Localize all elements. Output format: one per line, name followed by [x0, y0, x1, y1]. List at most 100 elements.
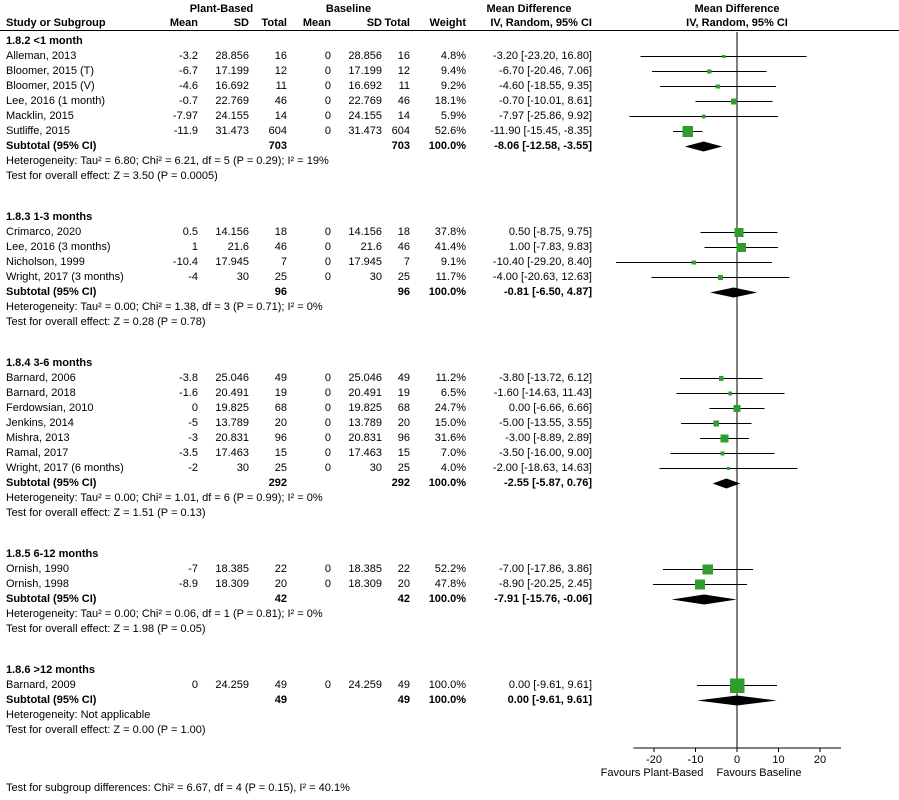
baseline-sd: 18.385 — [348, 563, 382, 575]
baseline-mean: 0 — [324, 50, 331, 62]
plant-sd: 22.769 — [215, 95, 249, 107]
plant-mean: -3.8 — [179, 372, 198, 384]
plant-sd: 20.831 — [215, 432, 249, 444]
baseline-sd: 22.769 — [348, 95, 382, 107]
baseline-total: 7 — [403, 256, 410, 268]
weight: 100.0% — [428, 286, 466, 298]
ci-text: -1.60 [-14.63, 11.43] — [493, 387, 592, 399]
baseline-total: 46 — [397, 241, 410, 253]
plant-total: 11 — [275, 80, 287, 92]
plant-sd — [198, 285, 249, 300]
study-row: Bloomer, 2015 (V) -4.6 16.692 11 0 16.692 11 9.… — [6, 79, 592, 94]
column-header-row: Study or Subgroup Mean SD Total Mean SD … — [6, 16, 592, 31]
baseline-total: 15 — [397, 447, 410, 459]
study-row: Lee, 2016 (1 month) -0.7 22.769 46 0 22.769 46… — [6, 94, 592, 109]
study-row: Barnard, 2009 0 24.259 49 0 24.259 49 100.0% 0.0… — [6, 678, 592, 693]
plant-mean: -2 — [188, 462, 198, 474]
plant-sd: 20.491 — [215, 387, 249, 399]
baseline-sd — [331, 285, 382, 300]
baseline-total: 96 — [397, 432, 410, 444]
weight: 31.6% — [434, 432, 466, 444]
baseline-sd: 19.825 — [348, 402, 382, 414]
study-name: Barnard, 2006 — [6, 372, 76, 384]
weight: 4.0% — [440, 462, 466, 474]
subtotal-row: Subtotal (95% CI) 703 703 100.0% -8.06 [-12.… — [6, 139, 592, 154]
col-header-baseline-total: Total — [384, 17, 410, 29]
baseline-total: 11 — [398, 80, 410, 92]
baseline-total: 604 — [391, 125, 410, 137]
baseline-mean: 0 — [324, 447, 331, 459]
study-name: Lee, 2016 (1 month) — [6, 95, 106, 107]
mean-difference-text-header: Mean Difference — [486, 3, 572, 15]
study-name: Jenkins, 2014 — [6, 417, 74, 429]
plant-mean: -0.7 — [179, 95, 198, 107]
study-name: Alleman, 2013 — [6, 50, 77, 62]
plant-mean: -3.5 — [179, 447, 198, 459]
plant-sd: 24.259 — [215, 679, 249, 691]
study-name: Nicholson, 1999 — [6, 256, 85, 268]
ci-text: 1.00 [-7.83, 9.83] — [508, 241, 592, 253]
baseline-total: 96 — [397, 286, 410, 298]
plant-sd: 18.309 — [215, 578, 249, 590]
study-row: Jenkins, 2014 -5 13.789 20 0 13.789 20 15.0% -5.… — [6, 416, 592, 431]
subgroup-difference-note: Test for subgroup differences: Chi² = 6.… — [6, 782, 350, 794]
baseline-total: 22 — [397, 563, 410, 575]
plant-mean: 0 — [191, 679, 198, 691]
group-header-baseline: Baseline — [325, 3, 372, 15]
ci-text: -2.00 [-18.63, 14.63] — [492, 462, 592, 474]
plant-total: 7 — [280, 256, 287, 268]
baseline-total: 49 — [397, 372, 410, 384]
baseline-total: 49 — [397, 679, 410, 691]
plant-sd: 17.199 — [215, 65, 249, 77]
plant-total: 25 — [274, 462, 287, 474]
study-name: Ornish, 1990 — [6, 563, 69, 575]
baseline-mean — [287, 285, 331, 300]
baseline-mean: 0 — [324, 387, 331, 399]
study-row: Sutliffe, 2015 -11.9 31.473 604 0 31.473 604 52… — [6, 124, 592, 139]
study-name: Subtotal (95% CI) — [6, 694, 97, 706]
plant-mean: -3 — [188, 432, 198, 444]
weight: 4.8% — [440, 50, 466, 62]
baseline-sd: 30 — [369, 271, 382, 283]
baseline-sd: 28.856 — [348, 50, 382, 62]
mean-difference-plot-header: Mean Difference — [694, 3, 780, 15]
study-name: Barnard, 2018 — [6, 387, 76, 399]
subtotal-row: Subtotal (95% CI) 96 96 100.0% -0.81 [-6.50,… — [6, 285, 592, 300]
plant-total: 68 — [274, 402, 287, 414]
ci-text: -8.06 [-12.58, -3.55] — [494, 140, 592, 152]
plant-total: 96 — [274, 432, 287, 444]
weight: 6.5% — [440, 387, 466, 399]
plant-sd: 19.825 — [215, 402, 249, 414]
baseline-mean: 0 — [324, 462, 331, 474]
heterogeneity-note: Heterogeneity: Not applicable — [6, 709, 151, 721]
ci-text: -2.55 [-5.87, 0.76] — [503, 477, 592, 489]
overall-effect-note: Test for overall effect: Z = 0.28 (P = 0… — [6, 316, 206, 328]
ci-text: -6.70 [-20.46, 7.06] — [499, 65, 592, 77]
baseline-sd: 20.831 — [348, 432, 382, 444]
subtotal-row: Subtotal (95% CI) 49 49 100.0% 0.00 [-9.61, … — [6, 693, 592, 708]
mean-difference-plot-subheader: IV, Random, 95% CI — [686, 17, 788, 29]
subgroup-title: 1.8.4 3-6 months — [6, 357, 93, 369]
subtotal-row: Subtotal (95% CI) 292 292 100.0% -2.55 [-5.8… — [6, 476, 592, 491]
plant-mean: -4.6 — [179, 80, 198, 92]
baseline-sd: 17.945 — [348, 256, 382, 268]
baseline-total: 20 — [397, 417, 410, 429]
plant-total: 604 — [268, 125, 287, 137]
study-row: Alleman, 2013 -3.2 28.856 16 0 28.856 16 4.8% -3… — [6, 49, 592, 64]
weight: 52.2% — [434, 563, 466, 575]
col-header-plant-mean: Mean — [169, 17, 198, 29]
baseline-sd — [331, 592, 382, 607]
ci-text: -3.50 [-16.00, 9.00] — [499, 447, 592, 459]
baseline-mean: 0 — [324, 65, 331, 77]
study-name: Ferdowsian, 2010 — [6, 402, 94, 414]
plant-total: 19 — [274, 387, 287, 399]
subgroup-title: 1.8.3 1-3 months — [6, 211, 93, 223]
baseline-sd: 24.259 — [348, 679, 382, 691]
ci-text: 0.50 [-8.75, 9.75] — [508, 226, 592, 238]
ci-text: -11.90 [-15.45, -8.35] — [490, 125, 592, 137]
plant-total: 16 — [274, 50, 287, 62]
baseline-mean: 0 — [324, 372, 331, 384]
plant-mean: -11.9 — [173, 125, 198, 137]
weight: 37.8% — [434, 226, 466, 238]
